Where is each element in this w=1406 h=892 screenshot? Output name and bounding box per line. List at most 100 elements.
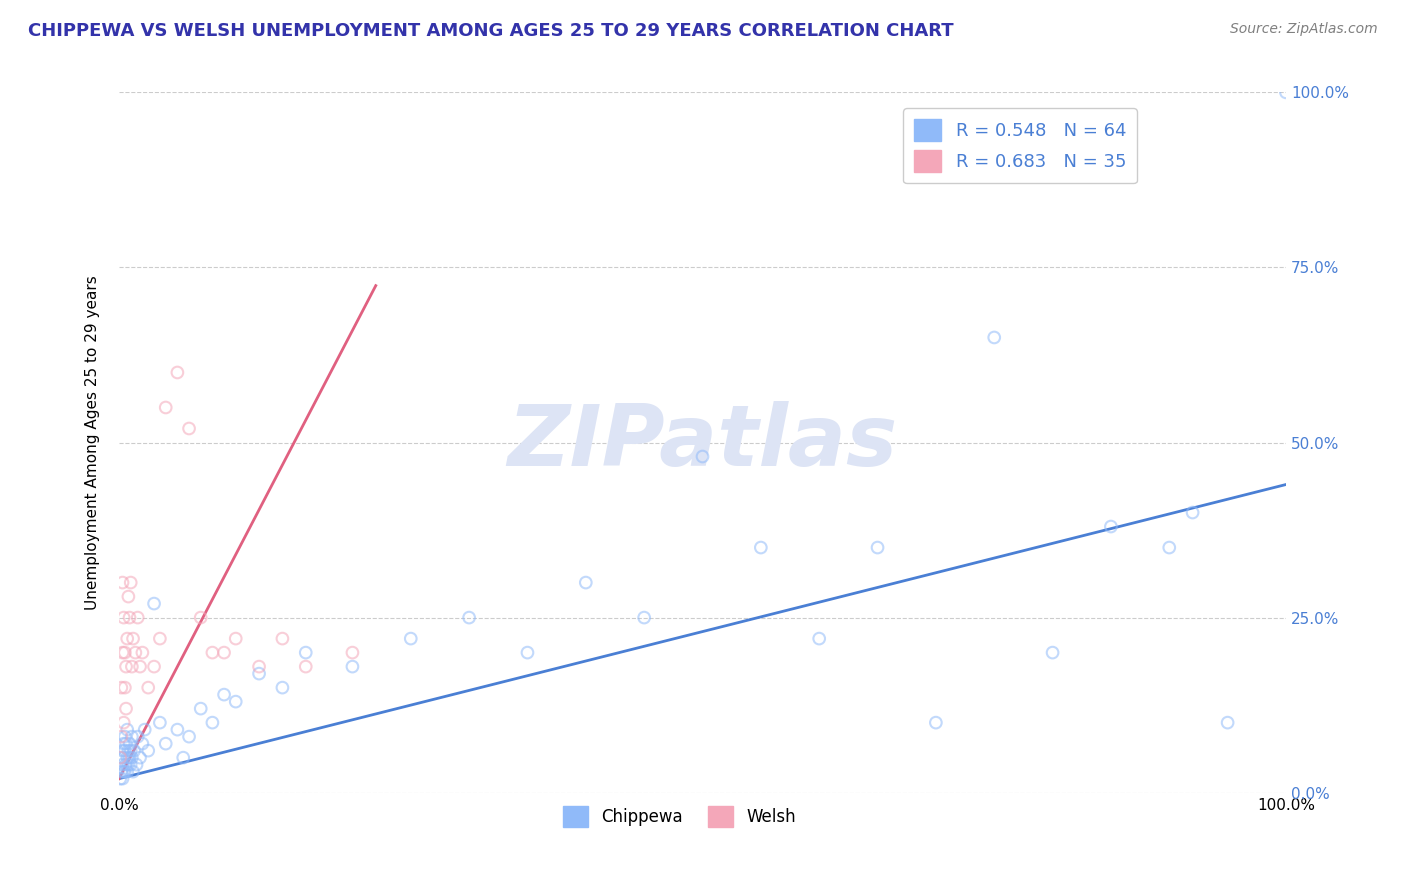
Point (225, 695, 247, 709)
Point (271, 632, 294, 646)
Point (247, 666, 270, 681)
Point (1181, 506, 1204, 520)
Point (117, 744, 139, 758)
Point (117, 590, 139, 604)
Point (112, 610, 135, 624)
Point (129, 750, 152, 764)
Point (201, 646, 224, 660)
Point (458, 610, 481, 624)
Point (633, 610, 655, 624)
Point (110, 730, 132, 744)
Point (808, 632, 831, 646)
Point (516, 646, 538, 660)
Point (149, 632, 172, 646)
Point (247, 659, 270, 673)
Point (120, 757, 142, 772)
Point (111, 646, 134, 660)
Point (983, 330, 1005, 344)
Point (131, 646, 153, 660)
Point (111, 757, 134, 772)
Point (115, 750, 138, 764)
Point (115, 632, 138, 646)
Point (866, 541, 889, 555)
Point (114, 681, 136, 695)
Point (124, 646, 146, 660)
Point (118, 737, 141, 751)
Point (131, 737, 153, 751)
Point (118, 610, 141, 624)
Point (122, 744, 145, 758)
Point (342, 659, 364, 673)
Point (114, 730, 136, 744)
Point (121, 750, 143, 764)
Point (111, 744, 134, 758)
Point (271, 681, 294, 695)
Point (1275, 86, 1298, 100)
Text: Source: ZipAtlas.com: Source: ZipAtlas.com (1230, 22, 1378, 37)
Point (115, 764, 138, 779)
Point (177, 730, 200, 744)
Point (399, 632, 422, 646)
Point (155, 737, 177, 751)
Point (125, 757, 148, 772)
Point (136, 681, 159, 695)
Point (225, 632, 247, 646)
Point (110, 764, 132, 779)
Point (114, 764, 136, 779)
Text: ZIPatlas: ZIPatlas (508, 401, 897, 484)
Point (127, 730, 149, 744)
Point (342, 646, 364, 660)
Point (692, 450, 714, 464)
Point (212, 688, 235, 702)
Point (112, 715, 135, 730)
Point (115, 659, 138, 673)
Point (149, 715, 172, 730)
Legend: Chippewa, Welsh: Chippewa, Welsh (555, 799, 803, 833)
Point (110, 681, 132, 695)
Point (201, 715, 224, 730)
Point (127, 610, 149, 624)
Point (111, 772, 134, 786)
Point (112, 737, 135, 751)
Point (166, 366, 188, 380)
Point (172, 750, 194, 764)
Point (177, 421, 200, 435)
Point (117, 757, 139, 772)
Point (118, 750, 141, 764)
Point (190, 610, 212, 624)
Point (110, 750, 132, 764)
Point (294, 646, 316, 660)
Point (120, 744, 142, 758)
Point (134, 723, 156, 737)
Point (143, 659, 166, 673)
Point (114, 744, 136, 758)
Point (110, 772, 132, 786)
Point (294, 659, 316, 673)
Point (749, 541, 772, 555)
Point (115, 701, 138, 715)
Point (212, 646, 235, 660)
Point (1099, 519, 1122, 533)
Point (115, 737, 138, 751)
Point (143, 597, 166, 611)
Point (114, 646, 136, 660)
Point (136, 744, 159, 758)
Point (190, 701, 212, 715)
Point (155, 401, 177, 415)
Point (120, 575, 142, 590)
Y-axis label: Unemployment Among Ages 25 to 29 years: Unemployment Among Ages 25 to 29 years (86, 275, 100, 610)
Point (1216, 715, 1239, 730)
Point (1159, 541, 1181, 555)
Point (1042, 646, 1064, 660)
Point (575, 575, 598, 590)
Point (110, 750, 132, 764)
Point (129, 659, 152, 673)
Point (121, 659, 143, 673)
Point (925, 715, 948, 730)
Point (166, 723, 188, 737)
Text: CHIPPEWA VS WELSH UNEMPLOYMENT AMONG AGES 25 TO 29 YEARS CORRELATION CHART: CHIPPEWA VS WELSH UNEMPLOYMENT AMONG AGE… (28, 22, 953, 40)
Point (121, 730, 143, 744)
Point (115, 757, 138, 772)
Point (122, 632, 145, 646)
Point (111, 575, 134, 590)
